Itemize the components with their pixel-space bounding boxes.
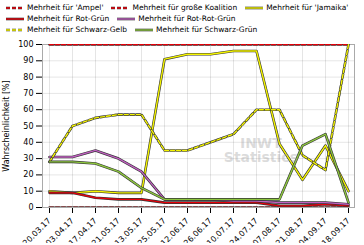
- svg-text:50: 50: [23, 122, 33, 131]
- svg-text:18.09.17: 18.09.17: [320, 216, 352, 243]
- html-text:Mehrheit für große Koalition: Mehrheit für große Koalition: [132, 3, 238, 12]
- svg-text:60: 60: [23, 105, 33, 114]
- svg-text:0: 0: [28, 203, 33, 212]
- svg-text:100: 100: [18, 40, 33, 49]
- svg-text:70: 70: [23, 89, 33, 98]
- html-text:Mehrheit für Rot-Grün: Mehrheit für Rot-Grün: [27, 14, 110, 23]
- html-text:Mehrheit für Rot-Rot-Grün: Mehrheit für Rot-Rot-Grün: [138, 14, 236, 23]
- html-text:Mehrheit für 'Ampel': Mehrheit für 'Ampel': [27, 3, 104, 12]
- svg-text:80: 80: [23, 73, 33, 82]
- svg-text:30: 30: [23, 154, 33, 163]
- html-text:Mehrheit für Schwarz-Grün: Mehrheit für Schwarz-Grün: [156, 25, 258, 34]
- svg-text:10: 10: [23, 187, 33, 196]
- svg-text:20: 20: [23, 170, 33, 179]
- svg-text:INWTStatistics: INWTStatistics: [224, 135, 298, 165]
- svg-text:40: 40: [23, 138, 33, 147]
- svg-text:Wahrscheinlichkeit [%]: Wahrscheinlichkeit [%]: [2, 80, 11, 171]
- html-text:Mehrheit für Schwarz-Gelb: Mehrheit für Schwarz-Gelb: [27, 25, 128, 34]
- html-text:Mehrheit für 'Jamaika': Mehrheit für 'Jamaika': [266, 3, 349, 12]
- svg-text:90: 90: [23, 56, 33, 65]
